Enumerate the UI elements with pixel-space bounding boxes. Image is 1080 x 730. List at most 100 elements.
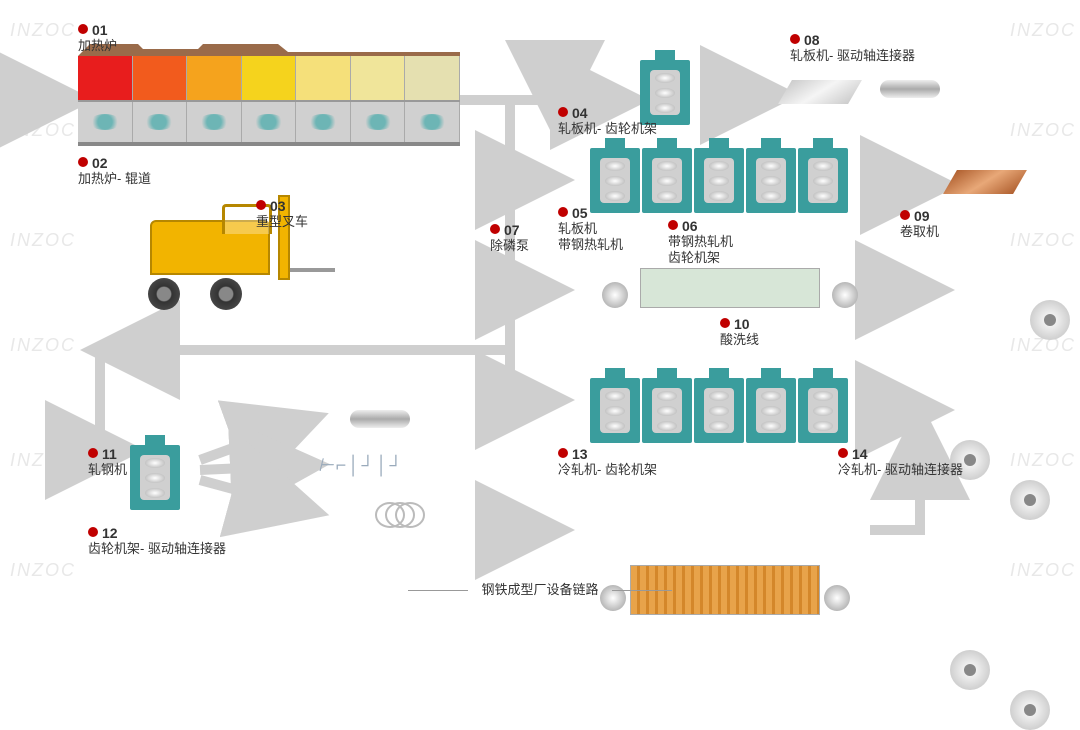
watermark-text: INZOC <box>1010 120 1076 141</box>
forklift-fork <box>290 268 335 272</box>
label-dot-icon <box>558 107 568 117</box>
furnace-roller-cell <box>187 102 242 142</box>
product-pipe <box>350 410 410 428</box>
mill-stand <box>798 378 848 443</box>
label-dot-icon <box>78 157 88 167</box>
furnace-roller-cell <box>405 102 460 142</box>
product-rings <box>370 500 430 530</box>
flow-arrow <box>200 420 310 460</box>
label-06: 06带钢热轧机齿轮机架 <box>668 218 733 265</box>
label-dot-icon <box>558 207 568 217</box>
label-dot-icon <box>256 200 266 210</box>
label-07: 07除磷泵 <box>490 222 529 254</box>
mill-stand <box>642 148 692 213</box>
watermark-text: INZOC <box>10 20 76 41</box>
mill-stand <box>642 378 692 443</box>
label-04: 04轧板机- 齿轮机架 <box>558 105 657 137</box>
caption-text: 钢铁成型厂设备链路 <box>481 582 598 597</box>
label-text: 冷轧机- 齿轮机架 <box>558 462 657 478</box>
label-text: 轧钢机 <box>88 462 127 478</box>
mill-stand <box>746 378 796 443</box>
label-text: 除磷泵 <box>490 238 529 254</box>
label-number: 13 <box>572 446 588 462</box>
watermark-text: INZOC <box>1010 230 1076 251</box>
label-text: 冷轧机- 驱动轴连接器 <box>838 462 963 478</box>
label-text: 带钢热轧机 <box>558 237 623 253</box>
product-steel-pipe <box>880 80 940 98</box>
label-dot-icon <box>88 448 98 458</box>
watermark-text: INZOC <box>1010 560 1076 581</box>
label-14: 14冷轧机- 驱动轴连接器 <box>838 446 963 478</box>
watermark-text: INZOC <box>1010 20 1076 41</box>
furnace-roof <box>78 42 460 56</box>
equipment-forklift <box>130 210 340 310</box>
pickling-reel <box>832 282 858 308</box>
forklift-wheel <box>210 278 242 310</box>
product-copper-sheet <box>943 170 1027 194</box>
label-02: 02加热炉- 辊道 <box>78 155 151 187</box>
watermark-text: INZOC <box>10 230 76 251</box>
product-steel-coil <box>1000 690 1050 730</box>
label-text: 齿轮机架 <box>668 250 733 266</box>
label-dot-icon <box>88 527 98 537</box>
furnace-roller-cell <box>242 102 297 142</box>
label-dot-icon <box>78 24 88 34</box>
furnace-cell <box>405 56 460 100</box>
furnace-cell <box>351 56 406 100</box>
diagram-caption: 钢铁成型厂设备链路 <box>0 579 1080 598</box>
watermark-text: INZOC <box>10 335 76 356</box>
furnace-roller-cell <box>133 102 188 142</box>
forklift-wheel <box>148 278 180 310</box>
equipment-hot-strip-mill-05 <box>590 148 848 213</box>
product-steel-plate <box>778 80 862 104</box>
flow-arrow <box>100 350 125 450</box>
mill-stand <box>798 148 848 213</box>
label-08: 08轧板机- 驱动轴连接器 <box>790 32 915 64</box>
equipment-pickling-line-10 <box>600 258 860 318</box>
mill-stand <box>590 378 640 443</box>
label-13: 13冷轧机- 齿轮机架 <box>558 446 657 478</box>
label-number: 04 <box>572 105 588 121</box>
label-number: 07 <box>504 222 520 238</box>
product-steel-coil <box>1000 480 1050 520</box>
furnace-cell <box>296 56 351 100</box>
label-dot-icon <box>790 34 800 44</box>
label-number: 05 <box>572 205 588 221</box>
label-10: 10酸洗线 <box>720 316 759 348</box>
label-dot-icon <box>558 448 568 458</box>
furnace-cell <box>133 56 188 100</box>
flow-arrow <box>200 480 310 510</box>
product-steel-coil <box>1020 300 1070 340</box>
label-text: 加热炉- 辊道 <box>78 171 151 187</box>
equipment-cold-mill-13 <box>590 378 848 443</box>
product-sections: ⊢⌐│┘│┘ <box>318 455 438 477</box>
label-number: 02 <box>92 155 108 171</box>
label-number: 12 <box>102 525 118 541</box>
label-number: 03 <box>270 198 286 214</box>
label-text: 轧板机- 驱动轴连接器 <box>790 48 915 64</box>
label-text: 酸洗线 <box>720 332 759 348</box>
label-01: 01加热炉 <box>78 22 117 54</box>
label-11: 11轧钢机 <box>88 446 127 478</box>
label-dot-icon <box>668 220 678 230</box>
furnace-heating-zone <box>78 56 460 100</box>
label-text: 齿轮机架- 驱动轴连接器 <box>88 541 226 557</box>
label-text: 加热炉 <box>78 38 117 54</box>
label-number: 09 <box>914 208 930 224</box>
label-dot-icon <box>838 448 848 458</box>
pickling-bed <box>640 268 820 308</box>
flow-arrow <box>200 465 310 470</box>
label-09: 09卷取机 <box>900 208 939 240</box>
furnace-cell <box>78 56 133 100</box>
label-05: 05轧板机带钢热轧机 <box>558 205 623 252</box>
label-dot-icon <box>720 318 730 328</box>
label-text: 卷取机 <box>900 224 939 240</box>
label-dot-icon <box>490 224 500 234</box>
furnace-roller-hearth <box>78 100 460 142</box>
furnace-cell <box>187 56 242 100</box>
mill-stand <box>746 148 796 213</box>
label-number: 06 <box>682 218 698 234</box>
label-number: 14 <box>852 446 868 462</box>
label-text: 轧板机 <box>558 221 623 237</box>
pickling-reel <box>602 282 628 308</box>
